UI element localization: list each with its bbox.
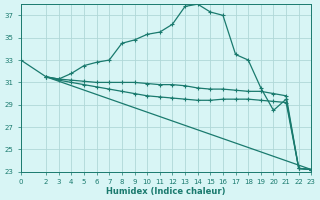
- X-axis label: Humidex (Indice chaleur): Humidex (Indice chaleur): [106, 187, 226, 196]
